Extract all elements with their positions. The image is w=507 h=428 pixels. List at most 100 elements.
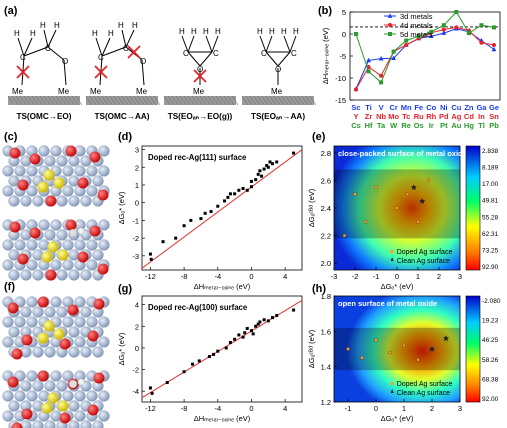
bond-break-mark — [94, 65, 108, 79]
data-point — [441, 23, 446, 28]
legend-text: 3d metals — [400, 12, 433, 21]
bond — [23, 37, 33, 57]
ag-atom — [26, 370, 38, 382]
slab-hatch — [281, 95, 289, 106]
ag-atom — [80, 346, 92, 358]
oxygen-atom — [59, 412, 71, 424]
ag-atom — [92, 249, 104, 261]
ag-atom — [56, 269, 68, 281]
dopant-atom — [43, 169, 55, 181]
panel-label-g: (g) — [118, 283, 132, 295]
clean-point — [429, 346, 435, 352]
data-point — [161, 240, 165, 244]
legend-text: Clean Ag surface — [397, 258, 450, 265]
ag-atom — [86, 259, 98, 271]
ag-atom — [92, 346, 104, 358]
ag-atom — [56, 380, 68, 392]
ag-atom — [26, 296, 38, 308]
data-point — [249, 329, 253, 333]
panel-label-h: (h) — [312, 283, 326, 295]
element-label: Cs — [351, 121, 361, 130]
slab-hatch — [171, 95, 179, 106]
ag-atom — [86, 390, 98, 402]
slab-hatch — [43, 95, 51, 106]
x-tick-label: -1 — [345, 404, 352, 413]
slab-hatch — [129, 95, 137, 106]
data-point — [228, 192, 232, 196]
slab-hatch — [245, 95, 253, 106]
bond — [47, 29, 57, 48]
doped-point — [342, 234, 347, 238]
data-point — [182, 224, 186, 228]
data-point — [258, 320, 262, 324]
ag-atom — [68, 175, 80, 187]
data-point — [189, 218, 193, 222]
data-point — [441, 27, 446, 32]
atom-h: H — [203, 27, 209, 36]
slab-hatch — [47, 95, 55, 106]
data-point — [441, 30, 447, 35]
ag-atom — [38, 219, 50, 231]
data-point — [245, 326, 249, 330]
data-point — [243, 331, 247, 335]
element-label: Mo — [388, 112, 399, 121]
heatmap-title: open surface of metal oxide — [338, 299, 437, 308]
element-label: Ti — [365, 103, 372, 112]
ts-label: TS(OMC→AA) — [94, 112, 149, 121]
slab-hatch — [31, 95, 39, 106]
data-point — [492, 43, 496, 47]
bond — [47, 46, 65, 61]
x-tick-label: 2 — [437, 272, 441, 281]
element-label: Ga — [476, 103, 487, 112]
slab-hatch — [207, 95, 215, 106]
x-tick-label: -3 — [331, 272, 338, 281]
oxygen-atom — [37, 370, 49, 382]
oxygen-atom — [21, 408, 33, 420]
ag-atom — [98, 145, 110, 157]
ag-atom — [2, 316, 14, 328]
slab-hatch — [195, 95, 203, 106]
element-label: Ni — [440, 103, 448, 112]
ag-atom — [32, 380, 44, 392]
series-line — [355, 26, 495, 90]
bond — [21, 55, 25, 86]
bond — [141, 59, 145, 86]
ag-atom — [92, 420, 104, 428]
dopant-atom — [47, 392, 59, 404]
slab-hatch — [231, 95, 239, 106]
data-point — [292, 151, 296, 155]
element-label: V — [379, 103, 384, 112]
slab-hatch — [97, 95, 105, 106]
colorbar-tick-label: 2.838 — [482, 148, 499, 155]
ag-atom — [44, 306, 56, 318]
hydrogen-atom — [77, 227, 85, 235]
x-axis-label: ΔGₒ* (eV) — [381, 414, 414, 423]
element-label: Nb — [376, 112, 386, 121]
slab-hatch — [27, 95, 35, 106]
oxygen-atom — [93, 372, 105, 384]
ag-atom — [98, 219, 110, 231]
shaded-band — [334, 169, 460, 239]
atom-o: O — [140, 57, 146, 66]
slab-hatch — [23, 95, 31, 106]
oxygen-atom — [7, 376, 19, 388]
slab-hatch — [51, 95, 59, 106]
x-tick-label: 0 — [374, 404, 378, 413]
doped-point — [416, 358, 420, 362]
ag-atom — [68, 346, 80, 358]
oxygen-atom — [29, 153, 41, 165]
ag-atom — [38, 145, 50, 157]
ag-atom — [32, 420, 44, 428]
slab-hatch — [89, 95, 97, 106]
slab-hatch — [149, 95, 157, 106]
ts-label: TS(EOₐₙ→EO(g)) — [168, 112, 233, 121]
data-point — [254, 178, 258, 182]
slab-hatch — [277, 95, 285, 106]
colorbar-tick-label: 46.25 — [482, 337, 499, 344]
data-point — [216, 204, 220, 208]
ag-atom — [8, 195, 20, 207]
colorbar-tick-label: 62.31 — [482, 231, 499, 238]
data-point — [241, 335, 245, 339]
oxygen-atom — [45, 269, 57, 281]
slab-hatch — [265, 95, 273, 106]
